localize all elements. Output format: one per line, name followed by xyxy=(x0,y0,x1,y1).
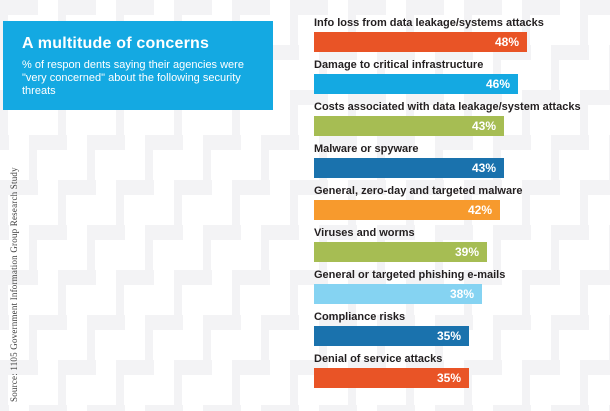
bar-row: Damage to critical infrastructure 46% xyxy=(314,58,610,94)
bar-row: General, zero-day and targeted malware 42… xyxy=(314,184,610,220)
bar-value-label: 48% xyxy=(494,35,519,49)
header-box: A multitude of concerns % of respon dent… xyxy=(3,21,273,110)
bar-row: Viruses and worms 39% xyxy=(314,226,610,262)
bar-category-label: Costs associated with data leakage/syste… xyxy=(314,101,581,113)
bar-category-label: Info loss from data leakage/systems atta… xyxy=(314,17,544,29)
bar-category-label: Malware or spyware xyxy=(314,143,419,155)
bar-chart: Info loss from data leakage/systems atta… xyxy=(314,16,610,394)
bar: 43% xyxy=(314,158,504,178)
bar-category-label: General or targeted phishing e-mails xyxy=(314,269,506,281)
bar: 35% xyxy=(314,368,469,388)
bar-row: Malware or spyware 43% xyxy=(314,142,610,178)
bar-value-label: 46% xyxy=(485,77,510,91)
bar-row: Info loss from data leakage/systems atta… xyxy=(314,16,610,52)
bar-category-label: Compliance risks xyxy=(314,311,406,323)
bar-value-label: 43% xyxy=(471,161,496,175)
bar-rows: Info loss from data leakage/systems atta… xyxy=(314,16,610,388)
bar: 35% xyxy=(314,326,469,346)
bar-value-label: 39% xyxy=(454,245,479,259)
bar-row: Denial of service attacks 35% xyxy=(314,352,610,388)
bar: 38% xyxy=(314,284,482,304)
chart-title: A multitude of concerns xyxy=(22,35,210,52)
bar: 48% xyxy=(314,32,527,52)
bar-category-label: Denial of service attacks xyxy=(314,353,443,365)
bar-category-label: Damage to critical infrastructure xyxy=(314,59,484,71)
bar-value-label: 43% xyxy=(471,119,496,133)
bar: 46% xyxy=(314,74,518,94)
bar-value-label: 35% xyxy=(436,371,461,385)
source-note: Source: 1105 Government Information Grou… xyxy=(9,167,19,402)
bar-row: Costs associated with data leakage/syste… xyxy=(314,100,610,136)
bar: 39% xyxy=(314,242,487,262)
bar-row: Compliance risks 35% xyxy=(314,310,610,346)
bar-value-label: 35% xyxy=(436,329,461,343)
bar-category-label: General, zero-day and targeted malware xyxy=(314,185,523,197)
bar: 42% xyxy=(314,200,500,220)
chart-subtitle: % of respon dents saying their agencies … xyxy=(22,59,244,97)
bar-value-label: 42% xyxy=(467,203,492,217)
bar: 43% xyxy=(314,116,504,136)
bar-row: General or targeted phishing e-mails 38% xyxy=(314,268,610,304)
bar-value-label: 38% xyxy=(449,287,474,301)
bar-category-label: Viruses and worms xyxy=(314,227,415,239)
